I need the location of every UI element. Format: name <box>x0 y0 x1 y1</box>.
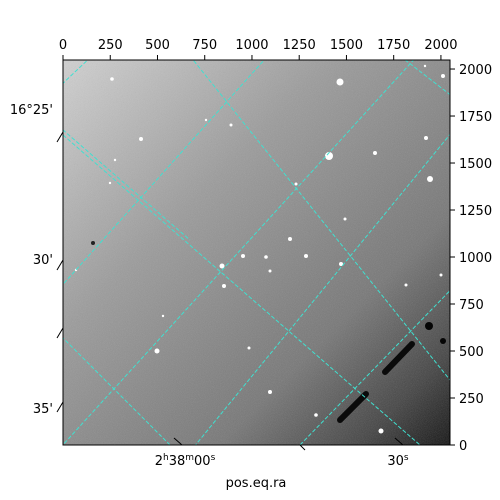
star <box>241 254 245 258</box>
star <box>404 283 408 287</box>
dark-trail <box>337 391 369 423</box>
x-axis-title: pos.eq.ra <box>226 476 287 491</box>
star <box>441 74 445 78</box>
star <box>219 263 225 269</box>
top-x-tick-label: 2000 <box>424 38 457 53</box>
star <box>343 217 347 221</box>
star <box>423 64 427 68</box>
star <box>204 118 208 122</box>
dark-blob <box>440 338 446 344</box>
top-x-tick-label: 750 <box>192 38 217 53</box>
grid-line-dec <box>63 134 421 445</box>
star <box>427 176 433 182</box>
star <box>108 181 112 185</box>
grid-line-ra <box>194 133 450 445</box>
dark-blob <box>425 322 433 330</box>
grid-line-ra <box>299 289 450 445</box>
star <box>139 137 143 141</box>
right-y-tick-label: 1750 <box>459 110 492 125</box>
grid-line-ra <box>63 60 89 84</box>
top-x-tick-label: 250 <box>98 38 123 53</box>
grid-line-ra <box>63 60 265 286</box>
dark-blob <box>91 241 95 245</box>
right-y-tick-label: 1250 <box>459 204 492 219</box>
star <box>268 390 272 394</box>
top-x-tick-label: 1500 <box>330 38 363 53</box>
ra-tick-label: 2h38m00s <box>155 453 216 469</box>
dark-trail <box>382 341 415 375</box>
grid-line-dec <box>63 337 171 445</box>
stars <box>74 64 445 434</box>
star <box>154 348 160 354</box>
star <box>378 428 384 434</box>
grid-line-dec <box>404 60 450 96</box>
star <box>161 314 165 318</box>
star <box>424 136 428 140</box>
right-y-tick-label: 0 <box>459 439 467 454</box>
dec-tick-label: 35' <box>33 402 53 417</box>
star <box>325 152 333 160</box>
star <box>229 123 233 127</box>
right-y-tick-label: 1500 <box>459 157 492 172</box>
dec-tick-label: 16°25' <box>10 103 53 118</box>
plot-frame <box>62 59 451 446</box>
star <box>110 77 114 81</box>
top-x-tick-label: 0 <box>59 38 67 53</box>
sky-image <box>63 60 450 445</box>
right-y-tick-label: 500 <box>459 345 484 360</box>
star <box>113 158 117 162</box>
top-x-tick-label: 1000 <box>235 38 268 53</box>
grid-line-ra <box>63 60 415 445</box>
coordinate-grid <box>63 60 450 445</box>
star <box>373 151 377 155</box>
star <box>439 273 443 277</box>
right-y-tick-label: 750 <box>459 298 484 313</box>
grid-line-dec <box>192 60 450 381</box>
star <box>247 346 251 350</box>
ra-tick-label: 30s <box>387 453 409 469</box>
star <box>304 254 308 258</box>
right-y-tick-label: 2000 <box>459 63 492 78</box>
star <box>268 269 272 273</box>
top-x-axis: 0 250 500 750 1000 1250 1500 1750 2000 <box>59 38 457 60</box>
ra-axis <box>173 437 404 451</box>
right-y-tick-label: 250 <box>459 392 484 407</box>
top-x-tick-label: 500 <box>145 38 170 53</box>
top-x-tick-label: 1750 <box>377 38 410 53</box>
top-x-tick-label: 1250 <box>283 38 316 53</box>
star <box>314 413 318 417</box>
right-y-axis: 0 250 500 750 1000 1250 1500 1750 2000 <box>450 63 492 454</box>
star <box>264 255 268 259</box>
grid-line-dec <box>63 129 191 241</box>
right-y-tick-label: 1000 <box>459 251 492 266</box>
star <box>339 262 343 266</box>
dec-tick-label: 30' <box>33 253 53 268</box>
star <box>336 78 344 86</box>
star <box>288 237 292 241</box>
star <box>222 284 226 288</box>
star <box>294 182 298 186</box>
dec-axis <box>56 131 64 413</box>
